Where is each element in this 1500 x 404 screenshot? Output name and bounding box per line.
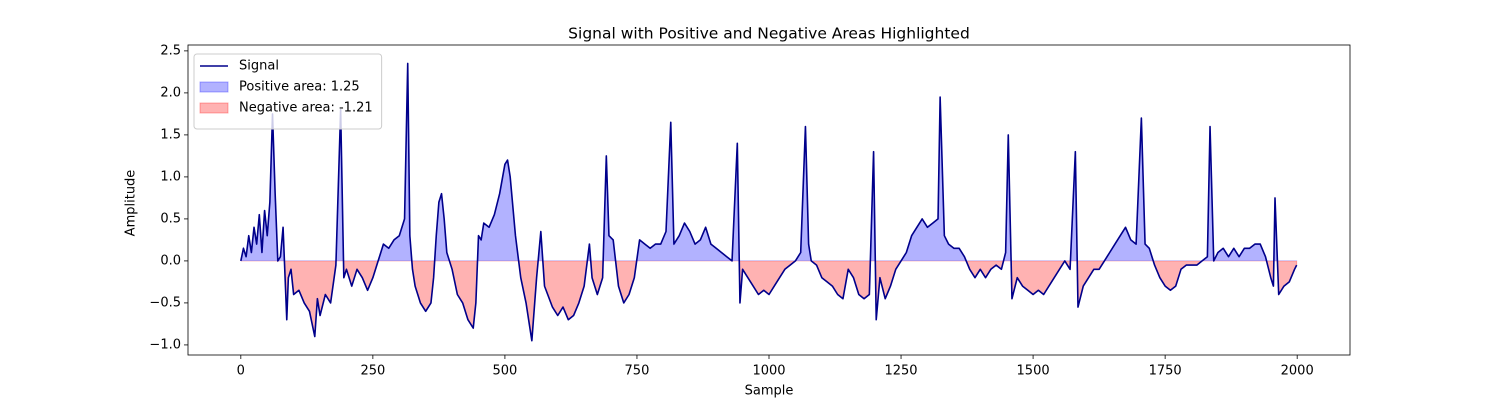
x-tick-label: 1500 — [1017, 364, 1050, 379]
x-tick-label: 0 — [237, 364, 245, 379]
y-tick-label: 0.5 — [160, 211, 181, 226]
y-tick-label: 2.0 — [160, 85, 181, 100]
y-tick-label: −0.5 — [149, 295, 181, 310]
y-tick-label: 0.0 — [160, 253, 181, 268]
x-tick-label: 1750 — [1149, 364, 1182, 379]
legend: Signal Positive area: 1.25 Negative area: … — [193, 53, 383, 130]
legend-patch — [199, 81, 229, 93]
x-axis-label: Sample — [745, 384, 794, 399]
x-tick-label: 750 — [625, 364, 650, 379]
legend-frame — [193, 53, 383, 130]
x-tick-label: 2000 — [1281, 364, 1314, 379]
legend-patch — [199, 102, 229, 114]
y-tick-label: 2.5 — [160, 43, 181, 58]
y-tick-label: 1.0 — [160, 169, 181, 184]
x-tick-label: 500 — [492, 364, 517, 379]
plot-frame — [187, 44, 1351, 356]
legend-label: Signal — [239, 59, 279, 74]
y-axis-label: Amplitude — [124, 170, 139, 237]
y-tick-label: 1.5 — [160, 127, 181, 142]
legend-label: Positive area: 1.25 — [239, 80, 360, 95]
legend-label: Negative area: -1.21 — [239, 101, 373, 116]
y-tick-label: −1.0 — [149, 337, 181, 352]
x-tick-label: 1000 — [752, 364, 785, 379]
x-tick-label: 250 — [360, 364, 385, 379]
signal-line — [240, 62, 1298, 342]
x-tick-label: 1250 — [884, 364, 917, 379]
chart-title: Signal with Positive and Negative Areas … — [568, 25, 970, 43]
